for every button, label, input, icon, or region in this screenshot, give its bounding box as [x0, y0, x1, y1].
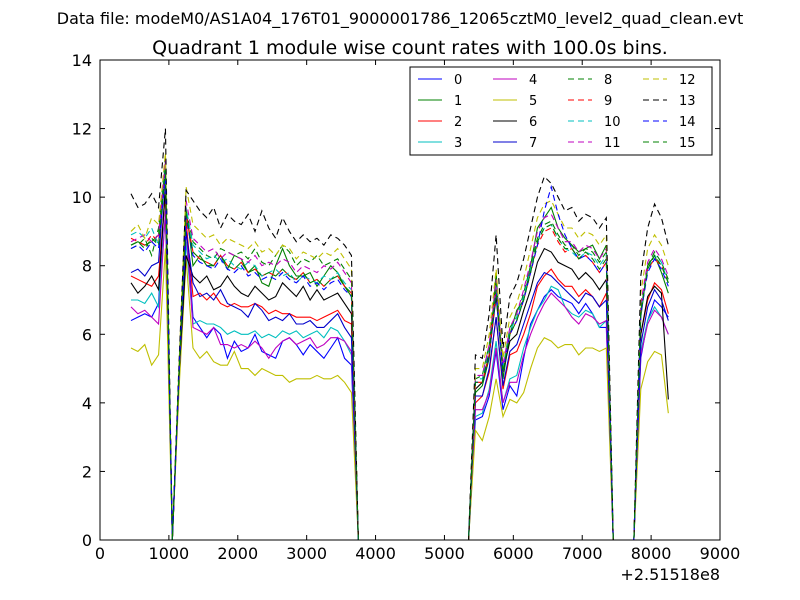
y-tick-label: 8 [82, 257, 92, 276]
y-tick-label: 12 [72, 120, 92, 139]
y-tick-label: 14 [72, 51, 92, 70]
series-line-9 [130, 169, 669, 541]
x-tick-label: 2000 [217, 544, 258, 563]
x-tick-label: 8000 [631, 544, 672, 563]
legend-box [409, 66, 713, 156]
axis-ticks: 0 1000 2000 3000 4000 5000 6000 7000 8000 9000 0 2 4… [72, 51, 741, 563]
legend-label: 5 [529, 94, 537, 109]
legend-label: 2 [454, 115, 462, 130]
series-line-14 [130, 173, 669, 541]
series-line-4 [130, 210, 669, 541]
legend-label: 7 [529, 136, 537, 151]
plot-frame [99, 59, 721, 541]
x-tick-label: 3000 [286, 544, 327, 563]
legend-label: 4 [529, 73, 537, 88]
legend-label: 14 [679, 115, 696, 130]
series-line-7 [130, 166, 669, 541]
x-tick-label: 1000 [149, 544, 190, 563]
chart-title: Quadrant 1 module wise count rates with … [152, 37, 668, 59]
legend-label: 6 [529, 115, 537, 130]
legend-label: 12 [679, 73, 696, 88]
series-line-15 [130, 169, 669, 541]
y-tick-label: 0 [82, 531, 92, 550]
series-layer [130, 128, 669, 541]
x-tick-label: 9000 [700, 544, 741, 563]
plot-area: 0 1000 2000 3000 4000 5000 6000 7000 8000 9000 0 2 4… [72, 51, 741, 563]
legend-label: 10 [604, 115, 621, 130]
y-tick-label: 6 [82, 325, 92, 344]
series-line-1 [130, 162, 669, 541]
legend-label: 15 [679, 136, 696, 151]
series-line-0 [130, 183, 669, 541]
series-line-13 [130, 128, 669, 541]
x-tick-label: 4000 [355, 544, 396, 563]
figure-suptitle: Data file: modeM0/AS1A04_176T01_90000017… [57, 9, 743, 29]
series-line-3 [131, 214, 669, 541]
series-line-6 [130, 186, 669, 541]
y-tick-label: 2 [82, 462, 92, 481]
x-tick-label: 0 [95, 544, 105, 563]
legend-label: 0 [454, 73, 462, 88]
x-offset-label: +2.51518e8 [620, 565, 720, 584]
x-tick-label: 7000 [562, 544, 603, 563]
x-tick-label: 6000 [493, 544, 534, 563]
y-tick-label: 10 [72, 188, 92, 207]
series-line-10 [130, 166, 669, 541]
legend-label: 13 [679, 94, 696, 109]
legend-label: 1 [454, 94, 462, 109]
legend-label: 11 [604, 136, 621, 151]
legend-label: 9 [604, 94, 612, 109]
legend-label: 3 [454, 136, 462, 151]
series-line-11 [130, 159, 669, 541]
x-tick-label: 5000 [424, 544, 465, 563]
legend-label: 8 [604, 73, 612, 88]
y-tick-label: 4 [82, 394, 92, 413]
